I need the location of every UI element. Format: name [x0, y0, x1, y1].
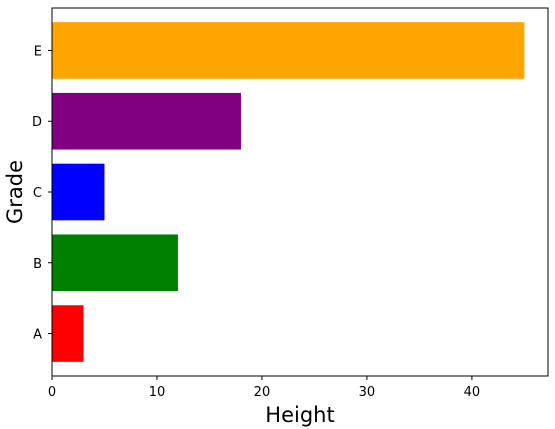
bar-a	[52, 305, 84, 362]
y-axis-label: Grade	[3, 160, 27, 224]
bars-layer	[52, 22, 525, 362]
bar-e	[52, 22, 525, 79]
bar-d	[52, 92, 241, 150]
y-tick-label-d: D	[32, 115, 42, 130]
y-tick-label-b: B	[33, 257, 42, 272]
bar-c	[52, 163, 105, 221]
bar-b	[52, 234, 178, 292]
x-axis-label: Height	[265, 403, 334, 427]
x-tick-label-30: 30	[359, 385, 376, 400]
x-tick-label-40: 40	[464, 385, 481, 400]
y-axis-ticks: A B C D E	[32, 44, 52, 343]
x-tick-label-20: 20	[254, 385, 271, 400]
x-axis-ticks: 0 10 20 30 40	[48, 376, 480, 400]
x-tick-label-10: 10	[149, 385, 166, 400]
x-tick-label-0: 0	[48, 385, 56, 400]
y-tick-label-a: A	[33, 328, 42, 343]
y-tick-label-e: E	[34, 44, 42, 59]
y-tick-label-c: C	[33, 186, 42, 201]
